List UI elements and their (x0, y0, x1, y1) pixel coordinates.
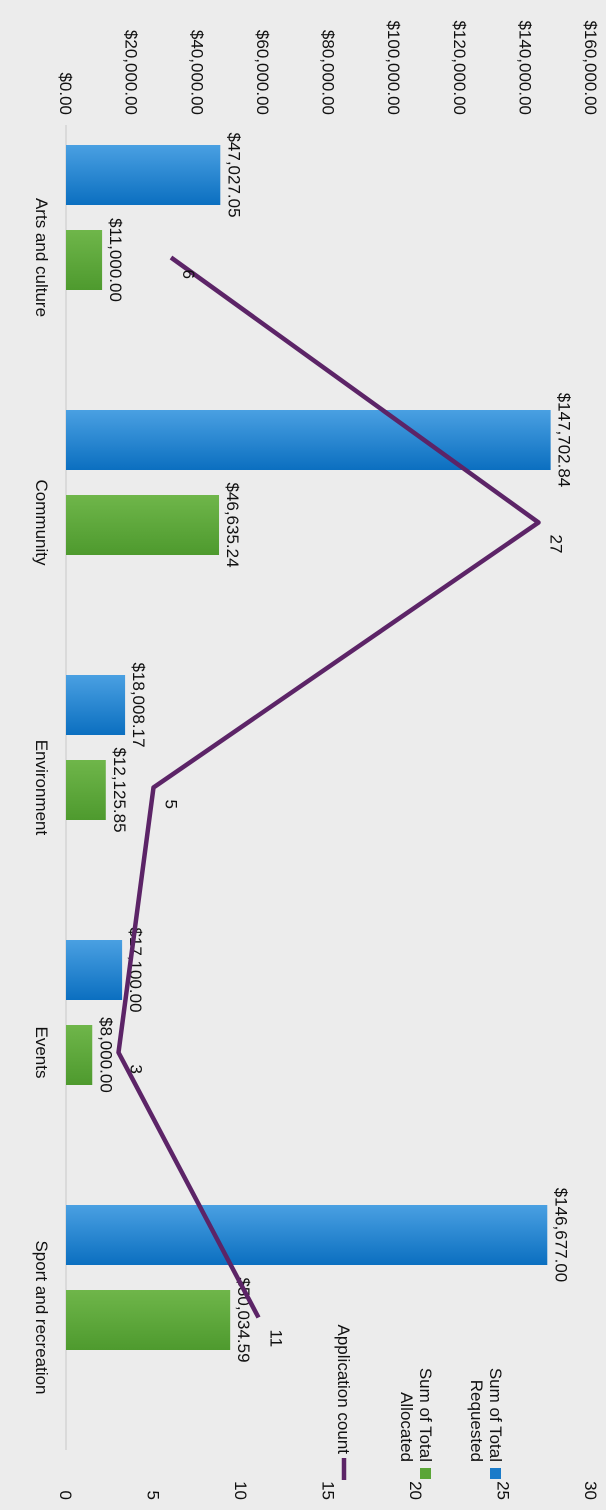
allocated-data-label: $12,125.85 (110, 747, 129, 832)
legend-swatch (490, 1468, 501, 1479)
requested-data-label: $18,008.17 (129, 662, 148, 747)
allocated-bar (66, 230, 103, 290)
allocated-data-label: $11,000.00 (106, 218, 125, 302)
application-count-line (116, 255, 541, 1319)
allocated-bar (66, 1025, 93, 1085)
requested-data-label: $47,027.05 (224, 132, 243, 217)
bars (65, 145, 551, 1350)
application-count-data-label: 3 (127, 1065, 146, 1074)
primary-axis-tick-label: $60,000.00 (253, 30, 272, 115)
secondary-axis-tick-label: 20 (406, 1481, 425, 1500)
legend-label: Application count (334, 1325, 353, 1455)
secondary-axis-tick-label: 0 (56, 1491, 75, 1500)
application-count-data-label: 6 (179, 270, 198, 279)
category-label: Sport and recreation (32, 1240, 51, 1394)
line-series: 6 27 5 3 11 (116, 255, 566, 1348)
primary-axis-tick-label: $100,000.00 (384, 20, 403, 115)
requested-bar (66, 940, 123, 1000)
category-label: Events (32, 1027, 51, 1079)
rotated-plot: $0.00 $20,000.00 $40,000.00 $60,000.00 $80,0… (32, 20, 600, 1500)
category-label: Arts and culture (32, 198, 51, 317)
application-count-data-label: 27 (547, 535, 566, 554)
application-count-data-label: 11 (267, 1330, 286, 1348)
allocated-data-label: $46,635.24 (223, 482, 242, 567)
primary-axis: $0.00 $20,000.00 $40,000.00 $60,000.00 $80,0… (56, 20, 600, 115)
requested-bar (66, 1205, 548, 1265)
primary-axis-tick-label: $40,000.00 (187, 30, 206, 115)
category-label: Community (32, 480, 51, 566)
primary-axis-tick-label: $140,000.00 (515, 20, 534, 115)
secondary-axis-tick-label: 10 (231, 1481, 250, 1500)
requested-bar (65, 675, 126, 735)
bar-labels: $47,027.05 $11,000.00 $147,702.84 $46,635.2… (96, 132, 573, 1362)
secondary-axis: 0 5 10 15 20 25 30 (56, 1481, 600, 1500)
legend: Sum of TotalRequested Sum of TotalAllocat… (334, 1325, 505, 1480)
primary-axis-tick-label: $0.00 (56, 72, 75, 115)
application-count-data-label: 5 (162, 800, 181, 809)
secondary-axis-tick-label: 25 (494, 1481, 513, 1500)
primary-axis-tick-label: $120,000.00 (450, 20, 469, 115)
category-labels: Arts and culture Community Environment Even… (32, 198, 51, 1395)
requested-bar (65, 145, 221, 205)
allocated-bar (66, 495, 220, 555)
allocated-data-label: $8,000.00 (96, 1017, 115, 1093)
legend-label: Sum of TotalRequested (467, 1368, 505, 1462)
primary-axis-tick-label: $160,000.00 (581, 20, 600, 115)
legend-swatch (420, 1468, 431, 1479)
legend-label: Sum of TotalAllocated (397, 1368, 435, 1462)
allocated-bar (66, 1290, 231, 1350)
secondary-axis-tick-label: 5 (144, 1491, 163, 1500)
primary-axis-tick-label: $80,000.00 (319, 30, 338, 115)
requested-data-label: $147,702.84 (555, 393, 574, 488)
primary-axis-tick-label: $20,000.00 (122, 30, 141, 115)
secondary-axis-tick-label: 15 (319, 1481, 338, 1500)
requested-data-label: $146,677.00 (551, 1188, 570, 1283)
category-label: Environment (32, 740, 51, 836)
secondary-axis-tick-label: 30 (581, 1481, 600, 1500)
requested-bar (66, 410, 551, 470)
allocated-bar (65, 760, 106, 820)
